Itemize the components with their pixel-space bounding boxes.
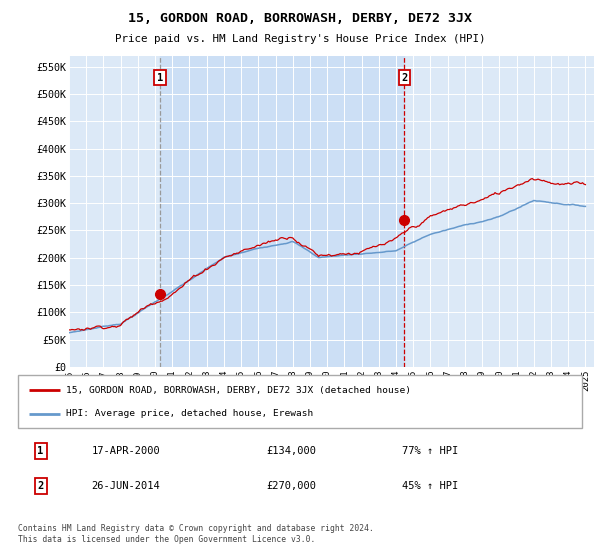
Text: £134,000: £134,000 [266, 446, 316, 456]
Text: Contains HM Land Registry data © Crown copyright and database right 2024.
This d: Contains HM Land Registry data © Crown c… [18, 524, 374, 544]
Text: 26-JUN-2014: 26-JUN-2014 [91, 481, 160, 491]
Text: 15, GORDON ROAD, BORROWASH, DERBY, DE72 3JX: 15, GORDON ROAD, BORROWASH, DERBY, DE72 … [128, 12, 472, 25]
Text: 2: 2 [401, 73, 407, 83]
Text: 45% ↑ HPI: 45% ↑ HPI [401, 481, 458, 491]
Bar [160, 56, 404, 367]
FancyBboxPatch shape [18, 375, 582, 428]
Text: 2: 2 [37, 481, 44, 491]
Text: HPI: Average price, detached house, Erewash: HPI: Average price, detached house, Erew… [66, 409, 313, 418]
Text: 1: 1 [37, 446, 44, 456]
Text: 1: 1 [157, 73, 163, 83]
Text: Price paid vs. HM Land Registry's House Price Index (HPI): Price paid vs. HM Land Registry's House … [115, 34, 485, 44]
Text: 15, GORDON ROAD, BORROWASH, DERBY, DE72 3JX (detached house): 15, GORDON ROAD, BORROWASH, DERBY, DE72 … [66, 386, 411, 395]
Text: 17-APR-2000: 17-APR-2000 [91, 446, 160, 456]
Text: 77% ↑ HPI: 77% ↑ HPI [401, 446, 458, 456]
Text: £270,000: £270,000 [266, 481, 316, 491]
